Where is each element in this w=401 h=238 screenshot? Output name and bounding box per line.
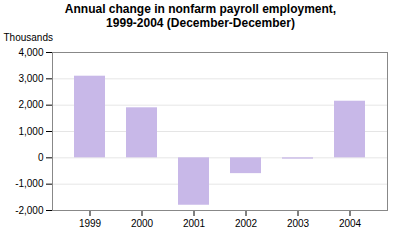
svg-text:2003: 2003: [287, 218, 310, 229]
svg-text:3,000: 3,000: [18, 73, 43, 84]
svg-text:2000: 2000: [131, 218, 154, 229]
svg-text:1999: 1999: [79, 218, 102, 229]
svg-text:4,000: 4,000: [18, 47, 43, 58]
html-text:Annual change in nonfarm payro: Annual change in nonfarm payroll employm…: [64, 2, 337, 16]
svg-text:Thousands: Thousands: [4, 32, 53, 43]
svg-text:2,000: 2,000: [18, 99, 43, 110]
svg-text:1,000: 1,000: [18, 126, 43, 137]
svg-text:2002: 2002: [235, 218, 258, 229]
svg-text:2004: 2004: [339, 218, 362, 229]
svg-text:0: 0: [38, 152, 44, 163]
svg-text:-2,000: -2,000: [15, 205, 44, 216]
svg-text:-1,000: -1,000: [15, 178, 44, 189]
svg-text:2001: 2001: [183, 218, 206, 229]
html-text:1999-2004 (December-December): 1999-2004 (December-December): [106, 16, 295, 30]
